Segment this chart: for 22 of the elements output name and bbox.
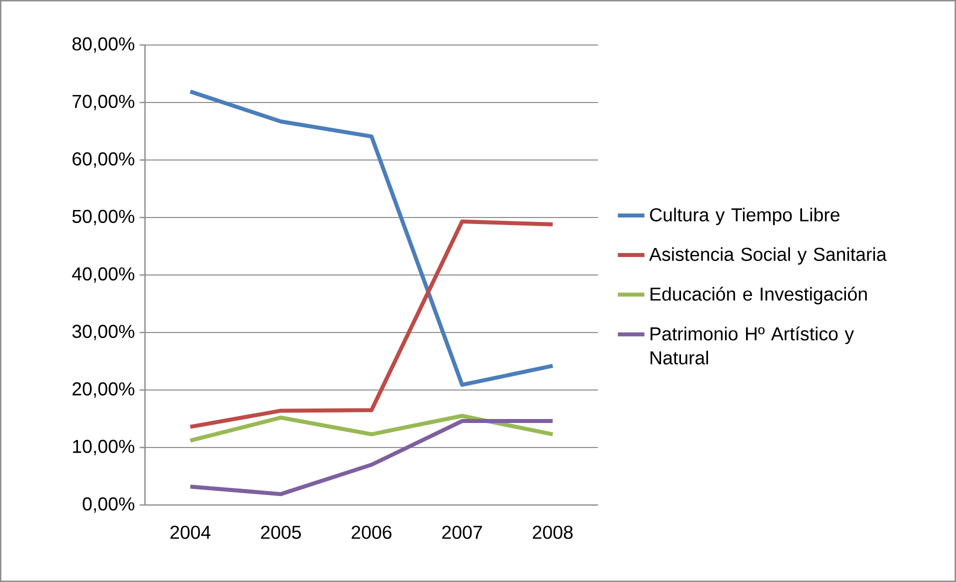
y-tick-label: 80,00% bbox=[72, 37, 134, 53]
legend-label: Patrimonio Hº Artístico y Natural bbox=[650, 326, 854, 364]
x-tick-label: 2004 bbox=[170, 526, 211, 539]
x-tick-label: 2005 bbox=[261, 526, 301, 539]
x-tick-label: 2007 bbox=[442, 526, 482, 539]
legend-label: Cultura y Tiempo Libre bbox=[650, 208, 840, 226]
y-tick-label: 30,00% bbox=[72, 324, 134, 340]
legend-label: Educación e Investigación bbox=[650, 286, 867, 304]
y-tick-label: 0,00% bbox=[82, 497, 134, 513]
line-series bbox=[188, 220, 555, 429]
legend-label: Asistencia Social y Sanitaria bbox=[649, 247, 887, 265]
y-tick-label: 10,00% bbox=[73, 440, 134, 456]
y-tick-label: 20,00% bbox=[72, 382, 134, 398]
y-tick-label: 70,00% bbox=[72, 94, 134, 110]
line-series bbox=[188, 90, 555, 387]
line-series bbox=[188, 419, 555, 496]
y-tick-label: 50,00% bbox=[72, 210, 134, 226]
y-tick-label: 60,00% bbox=[72, 152, 134, 168]
x-tick-label: 2008 bbox=[532, 526, 573, 539]
line-series bbox=[188, 414, 555, 443]
y-tick-label: 40,00% bbox=[72, 267, 134, 283]
x-tick-label: 2006 bbox=[352, 526, 392, 539]
